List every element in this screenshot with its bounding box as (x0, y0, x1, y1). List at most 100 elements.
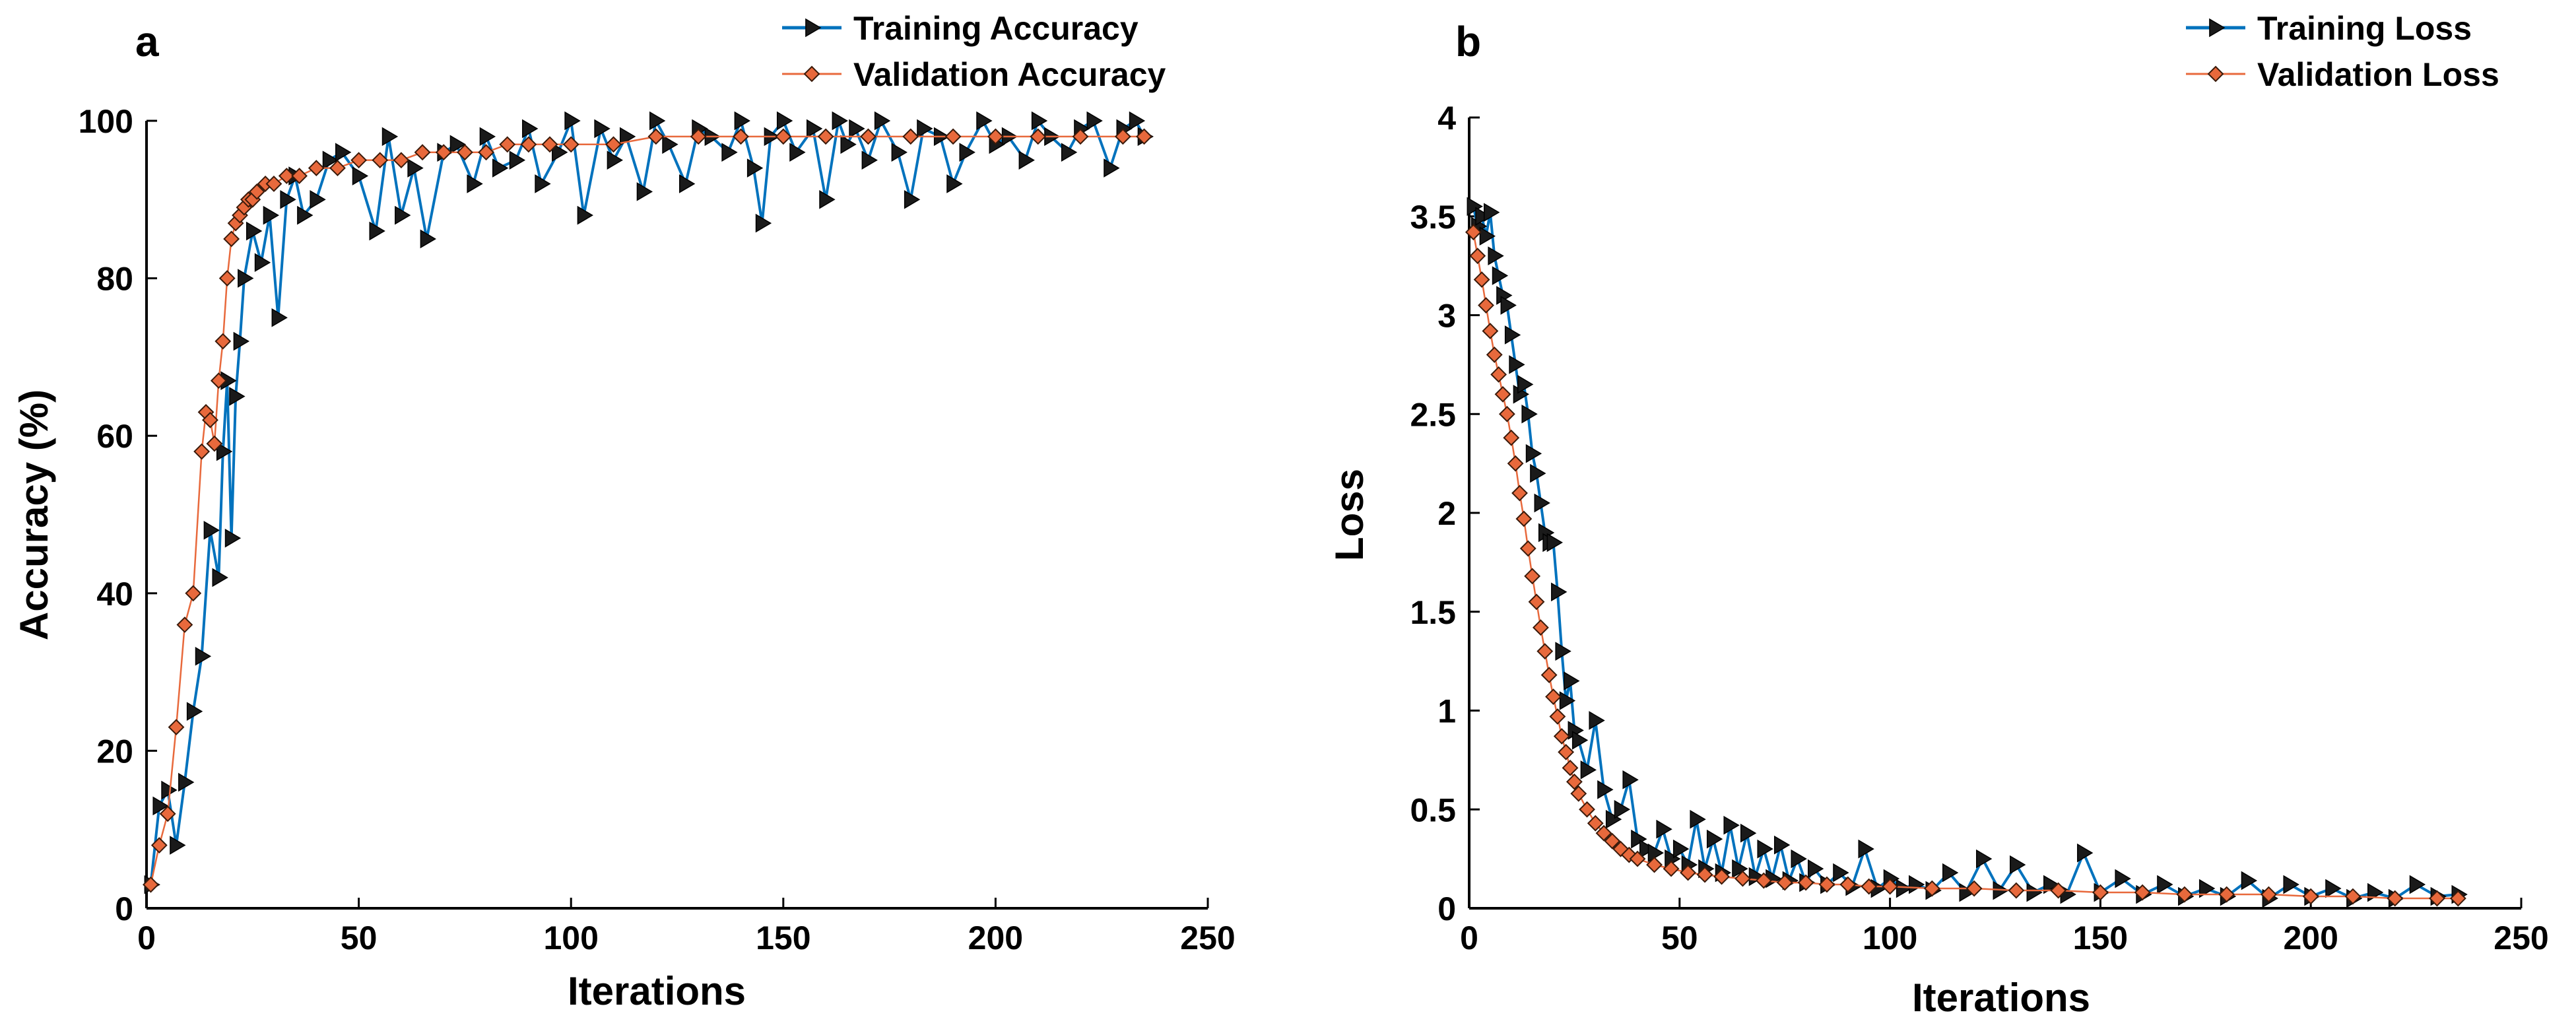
panel-b-validation-loss-point (1839, 876, 1857, 893)
panel-b-validation-loss-point (2134, 884, 2151, 901)
panel-b-validation-loss-point (1482, 323, 1499, 339)
panel-a-validation-accuracy-point (210, 372, 227, 389)
panel-b-training-loss-point (1732, 859, 1748, 879)
panel-a-validation-accuracy-point (215, 333, 232, 350)
panel-a-validation-accuracy-point (860, 128, 876, 145)
panel-b-training-loss-point (2115, 869, 2131, 888)
panel-b-validation-loss-point (1797, 874, 1814, 891)
panel-a-validation-accuracy-point (350, 152, 368, 169)
panel-b-training-loss-point (1706, 829, 1723, 849)
panel-b-validation-loss-point (1549, 708, 1566, 725)
panel-a-validation-accuracy-point (278, 168, 295, 184)
panel-a-training-accuracy-point (280, 189, 296, 209)
panel-a-validation-accuracy-point (690, 128, 707, 145)
panel-b-training-loss-point (1858, 839, 1874, 859)
panel-b-y-tick-label: 2 (1437, 495, 1456, 532)
panel-a-training-accuracy-point (467, 174, 483, 193)
panel-b-legend-validation-loss-label: Validation Loss (2257, 56, 2499, 93)
panel-b-training-loss-point (1580, 760, 1597, 780)
panel-a-training-accuracy-point (649, 111, 666, 131)
panel-b-validation-loss-point (1604, 832, 1621, 850)
panel-a-training-accuracy-point (636, 182, 653, 201)
panel-a-ticks: 0 50 100 150 200 250 0 20 40 60 80 100 (79, 103, 1236, 956)
panel-b-training-loss-point (1500, 296, 1517, 315)
panel-b-training-loss-point (1896, 879, 1913, 898)
panel-a-training-accuracy-point (832, 111, 848, 131)
panel-b-validation-loss-point (2344, 888, 2361, 905)
panel-a-letter: a (135, 18, 159, 65)
panel-b-training-loss-point (1656, 819, 1672, 839)
panel-b-training-loss-point (1807, 859, 1824, 879)
panel-b-legend-training-loss-marker (2209, 18, 2226, 38)
panel-b-training-loss-point (2026, 883, 2043, 902)
panel-a-training-accuracy-point (203, 521, 220, 540)
panel-a-validation-accuracy-point (159, 805, 176, 822)
panel-a-training-accuracy-point (1031, 111, 1048, 131)
panel-b-training-loss-point (1517, 375, 1534, 394)
panel-a-training-accuracy-point (1018, 150, 1035, 170)
panel-a-training-accuracy-point (449, 135, 467, 154)
panel-a-y-tick-label: 60 (96, 418, 133, 455)
panel-a-validation-accuracy-point (291, 168, 308, 184)
panel-b-training-loss-point (1597, 780, 1614, 799)
panel-a-training-accuracy-point (522, 119, 539, 139)
panel-b-training-loss-point (1757, 839, 1773, 859)
panel-b-validation-loss-point (1755, 872, 1772, 889)
panel-b-legend-validation-loss-marker (2207, 65, 2224, 83)
panel-a-validation-accuracy-point (218, 270, 236, 287)
panel-b-validation-loss-point (1473, 271, 1490, 288)
panel-a-training-accuracy-point (594, 119, 611, 139)
panel-b-training-loss-point (1467, 197, 1483, 217)
panel-a-training-accuracy-point (679, 174, 696, 193)
panel-b-validation-loss-point (1629, 850, 1646, 867)
panel-a-y-tick-label: 0 (115, 890, 133, 927)
panel-b-validation-loss-point (1680, 864, 1696, 881)
panel-a-training-accuracy-point (806, 119, 823, 139)
panel-b-validation-loss-point (1511, 484, 1528, 502)
panel-b-training-loss-point (1690, 809, 1706, 829)
panel-a-training-accuracy-line (149, 119, 1146, 885)
panel-b-validation-loss-point (1713, 868, 1730, 885)
panel-a-training-accuracy-point (535, 174, 551, 193)
panel-b-training-loss-point (2283, 875, 2299, 894)
panel-b-x-tick-label: 0 (1460, 919, 1478, 956)
panel-b-validation-loss-point (1776, 874, 1793, 891)
panel-a-training-accuracy-point (874, 111, 891, 131)
panel-a-y-tick-label: 100 (79, 103, 133, 140)
panel-a-x-tick-label: 0 (137, 919, 156, 956)
panel-a-training-accuracy-point (552, 143, 568, 162)
panel-a-training-accuracy-point (381, 127, 399, 147)
panel-b-validation-loss-point (2429, 890, 2445, 907)
panel-b-x-tick-label: 250 (2493, 919, 2548, 956)
panel-b-training-loss-point (1559, 691, 1576, 710)
panel-b-training-loss-point (1723, 815, 1740, 835)
panel-a-validation-accuracy-point (176, 617, 193, 633)
panel-a-training-accuracy-point (577, 205, 593, 225)
panel-a-training-accuracy-point (789, 143, 806, 162)
panel-b-x-tick-label: 100 (1863, 919, 1917, 956)
panel-b-training-loss-point (1589, 711, 1605, 730)
panel-a-training-accuracy-point (186, 702, 203, 721)
panel-a-training-accuracy-point (1104, 158, 1120, 178)
panel-b-validation-loss-point (2387, 890, 2404, 907)
panel-a-training-accuracy-point (297, 205, 314, 225)
panel-b-y-axis-title: Loss (1327, 469, 1371, 561)
panel-b-x-axis-title: Iterations (1912, 976, 2090, 1020)
panel-b-validation-loss-point (1498, 405, 1515, 422)
panel-b-training-loss-point (1740, 823, 1757, 843)
panel-b-training-loss-point (1647, 843, 1665, 863)
panel-a-training-accuracy-point (746, 158, 764, 178)
panel-a-validation-accuracy-point (435, 144, 452, 161)
panel-b-validation-loss-point (1519, 540, 1536, 557)
panel-b-x-tick-label: 50 (1661, 919, 1698, 956)
panel-b-training-loss-point (1909, 875, 1925, 894)
panel-b-legend: Training Loss Validation Loss (2186, 10, 2499, 93)
panel-b-training-loss-point (1551, 582, 1568, 602)
panel-a-validation-accuracy-point (223, 230, 240, 248)
panel-a-validation-accuracy-point (1072, 128, 1089, 145)
panel-a-validation-accuracy-point (185, 585, 202, 602)
panel-a-validation-accuracy-point (202, 411, 218, 428)
panel-b-training-loss-point (1530, 463, 1546, 483)
panel-a-training-accuracy-point (776, 111, 793, 131)
panel-a-training-accuracy-point (246, 221, 263, 241)
